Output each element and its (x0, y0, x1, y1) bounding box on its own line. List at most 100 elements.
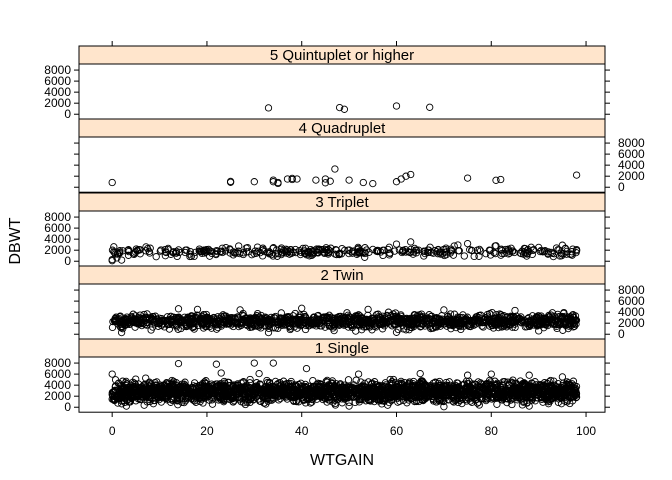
data-point (507, 312, 515, 320)
data-point (180, 398, 188, 407)
data-point (202, 322, 211, 331)
data-point (283, 246, 292, 254)
data-point (296, 316, 304, 324)
x-tick-label: 80 (485, 424, 499, 438)
data-point (314, 315, 322, 323)
data-point (186, 247, 195, 256)
data-point (552, 321, 560, 329)
data-point (151, 394, 159, 402)
data-point (229, 387, 237, 396)
y-tick-label: 4000 (618, 305, 645, 319)
data-point (518, 395, 526, 403)
data-point (432, 248, 441, 256)
data-point (484, 386, 492, 394)
data-point (407, 170, 415, 179)
data-point (236, 306, 244, 314)
y-tick-label: 2000 (44, 243, 71, 257)
data-point (283, 395, 291, 403)
data-point (369, 179, 377, 188)
data-point (535, 327, 543, 335)
data-point (466, 391, 475, 399)
data-point (250, 178, 258, 186)
data-point (409, 319, 417, 327)
data-point (494, 386, 502, 394)
y-tick-label: 8000 (618, 136, 645, 150)
strip-label: 5 Quintuplet or higher (270, 47, 414, 64)
y-tick-label: 2000 (618, 169, 645, 183)
data-point (403, 323, 411, 331)
data-point (528, 379, 536, 387)
data-point (132, 375, 140, 383)
data-point (386, 375, 394, 384)
data-point (567, 317, 576, 325)
data-point (436, 381, 444, 390)
data-point (488, 393, 497, 402)
data-point (341, 314, 350, 322)
data-point (226, 249, 234, 257)
data-point (293, 175, 301, 183)
data-point (426, 103, 434, 111)
data-point (242, 316, 251, 325)
data-point (440, 386, 448, 395)
data-point (217, 380, 225, 388)
data-point (119, 247, 127, 255)
data-point (470, 380, 479, 388)
data-point (397, 175, 405, 183)
data-point (331, 319, 340, 327)
data-point (122, 380, 131, 388)
data-point (122, 377, 130, 386)
data-point (221, 317, 229, 325)
data-point (528, 396, 536, 404)
data-point (304, 382, 312, 390)
panel-frame (78, 283, 606, 340)
data-point (208, 249, 216, 258)
data-point (146, 388, 154, 396)
data-point (250, 359, 258, 367)
panel-frame (78, 356, 606, 413)
data-point (463, 371, 472, 379)
data-point (329, 398, 337, 406)
data-point (526, 321, 534, 329)
data-point (403, 388, 412, 396)
data-point (505, 381, 513, 390)
data-point (446, 389, 454, 397)
data-point (366, 396, 374, 404)
data-point (516, 249, 524, 257)
data-point (137, 390, 145, 398)
data-point (440, 403, 448, 411)
data-point (346, 315, 355, 324)
data-point (555, 313, 563, 321)
data-point (259, 317, 268, 325)
points-group (108, 359, 581, 411)
data-point (145, 379, 153, 387)
data-point (544, 248, 552, 256)
data-point (370, 378, 379, 386)
data-point (202, 380, 210, 388)
data-point (352, 376, 360, 384)
data-point (323, 378, 331, 386)
data-point (353, 250, 361, 258)
strip-label: 4 Quadruplet (299, 120, 387, 137)
data-point (235, 242, 243, 250)
data-point (548, 315, 557, 324)
y-tick-label: 8000 (44, 356, 71, 370)
x-tick-label: 40 (295, 424, 309, 438)
y-tick-label: 4000 (44, 378, 71, 392)
data-point (563, 315, 571, 324)
data-point (395, 384, 403, 393)
data-point (502, 387, 511, 395)
data-point (110, 243, 118, 251)
data-point (534, 312, 542, 320)
data-point (475, 401, 483, 409)
data-point (283, 175, 292, 183)
data-point (525, 371, 533, 379)
data-point (386, 394, 395, 402)
data-point (263, 378, 272, 387)
data-point (332, 246, 340, 254)
data-point (496, 316, 504, 324)
data-point (410, 397, 419, 406)
data-point (560, 319, 569, 327)
y-tick-label: 8000 (44, 63, 71, 77)
data-point (278, 383, 287, 391)
